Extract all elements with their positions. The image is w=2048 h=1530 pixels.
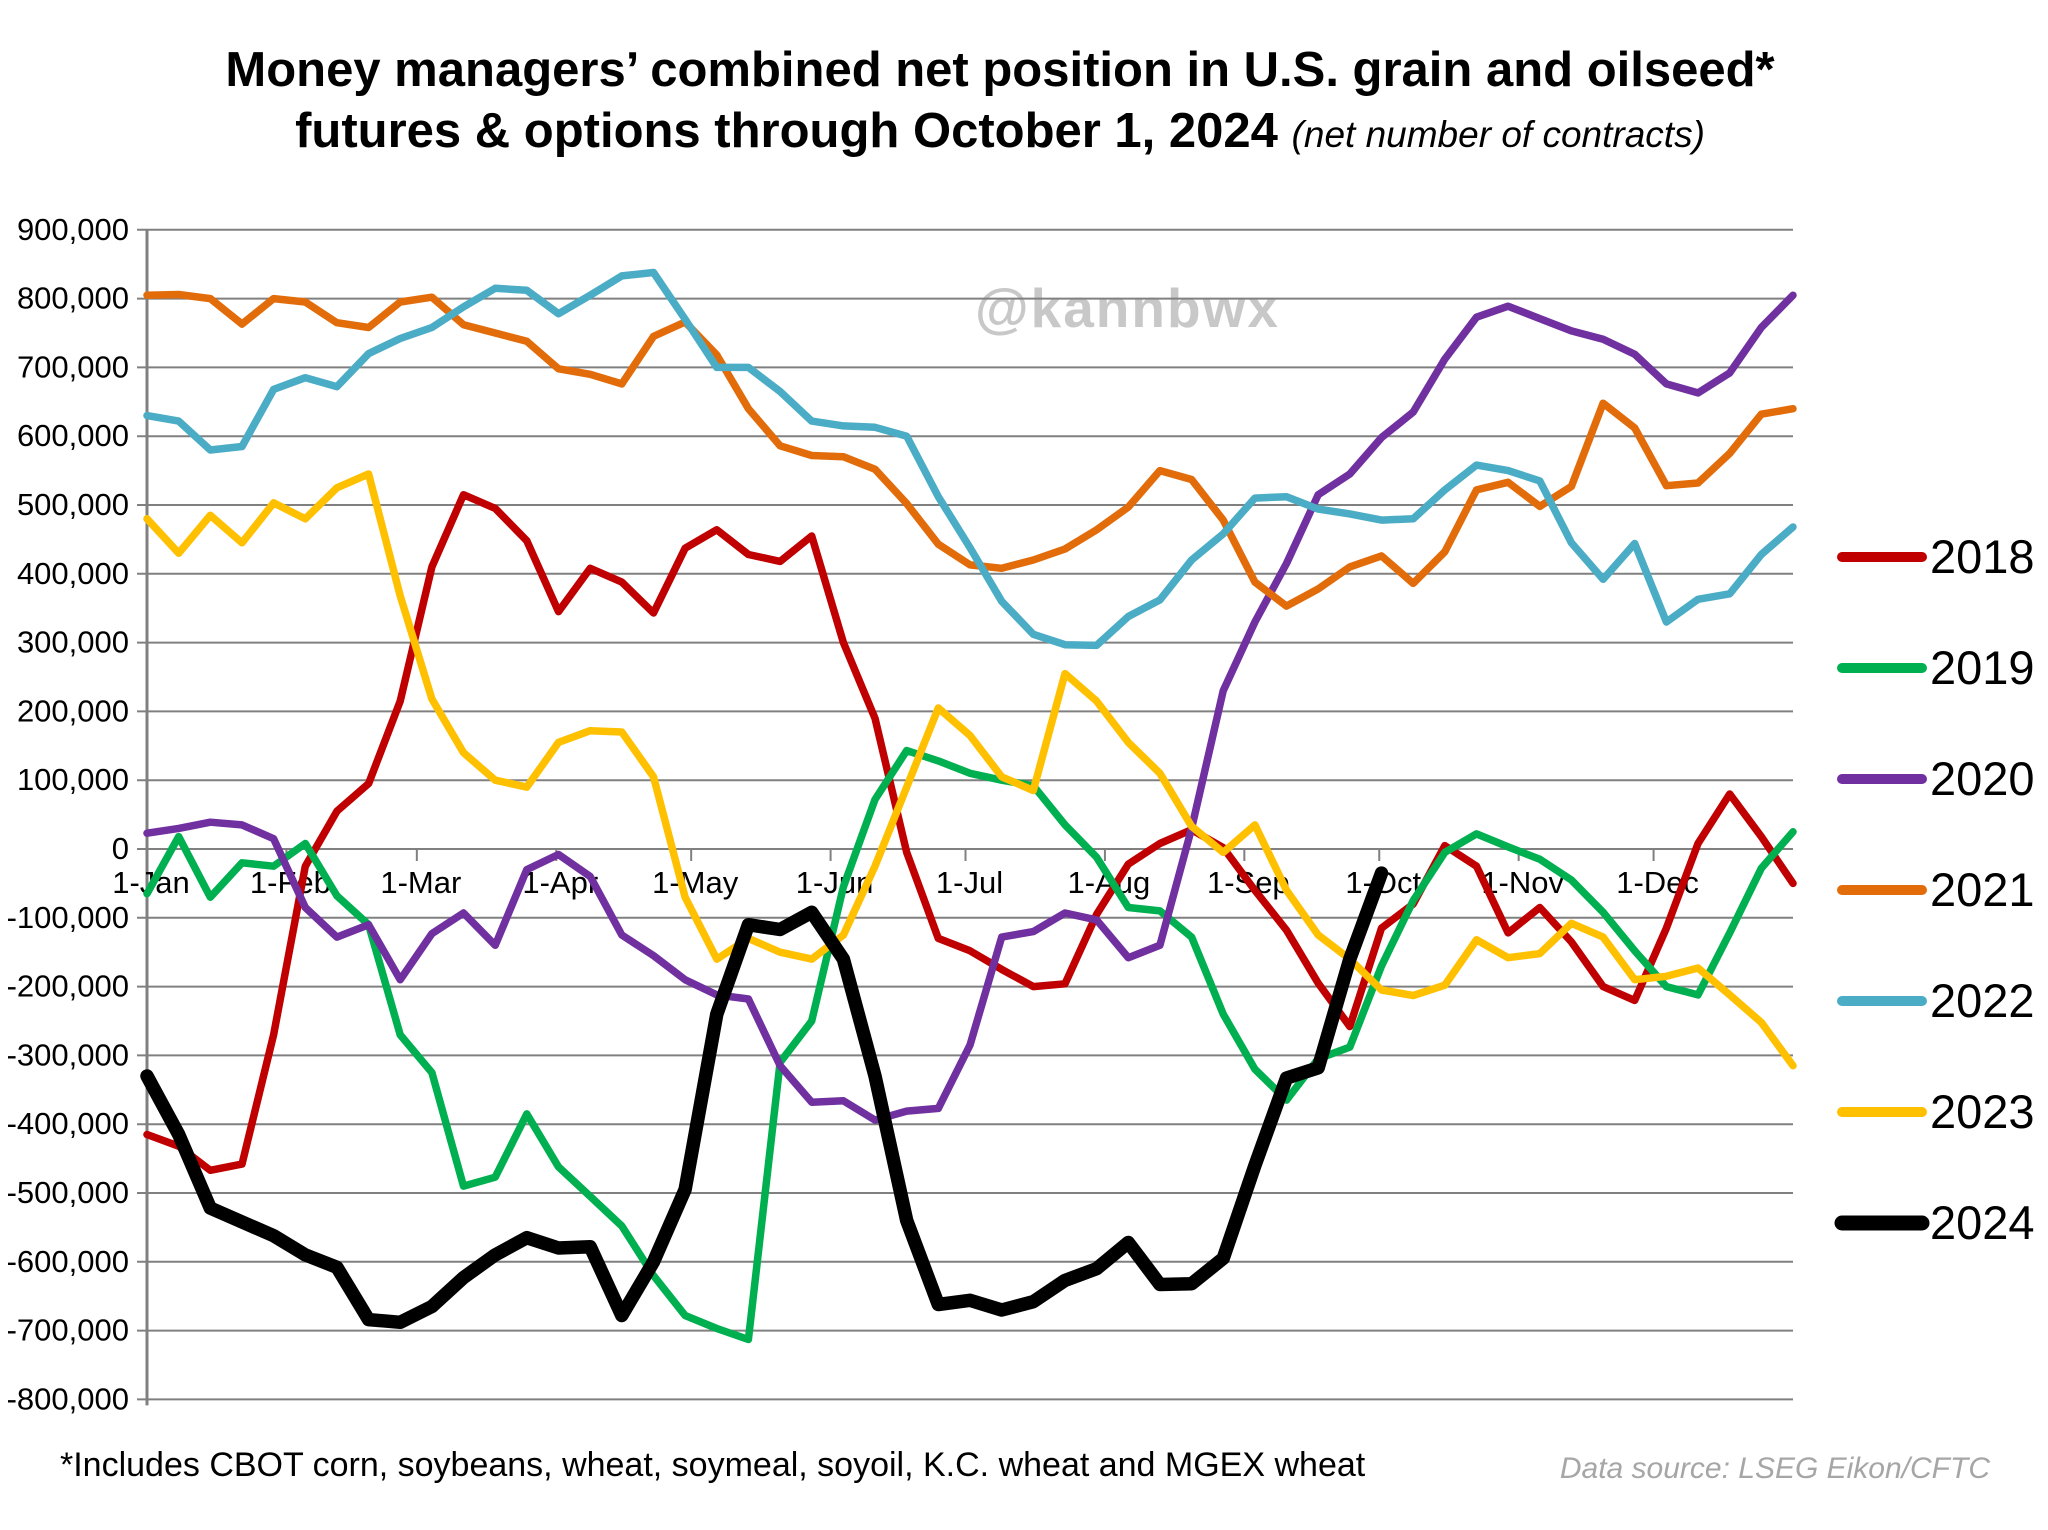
legend-label-2023: 2023 [1930, 1085, 2035, 1138]
chart-title-line2-text: futures & options through October 1, 202… [295, 104, 1278, 159]
y-axis-label: 100,000 [17, 762, 129, 797]
legend-label-2018: 2018 [1930, 530, 2035, 583]
y-axis-label: -400,000 [7, 1106, 129, 1141]
x-axis-labels: 1-Jan 1-Feb 1-Mar 1-Apr 1-May 1-Jun 1-Jul 1-Aug… [112, 849, 1699, 900]
data-source: Data source: LSEG Eikon/CFTC [1559, 1452, 1990, 1485]
y-axis-label: 400,000 [17, 556, 129, 591]
y-axis-label: 700,000 [17, 349, 129, 384]
series-line-2020 [143, 291, 1797, 1124]
series-line-2022 [143, 268, 1797, 650]
y-axis-label: 300,000 [17, 625, 129, 660]
legend-label-2022: 2022 [1930, 974, 2035, 1027]
y-axis-label: 500,000 [17, 487, 129, 522]
x-axis-label: 1-Jul [936, 865, 1003, 900]
y-axis-label: -700,000 [7, 1313, 129, 1348]
legend-label-2019: 2019 [1930, 641, 2035, 694]
legend: 2018 2019 2020 2021 2022 2023 2024 [1834, 530, 2035, 1249]
x-axis-label: 1-Mar [380, 865, 461, 900]
series-line-2024 [140, 866, 1389, 1330]
series-line-2018 [143, 490, 1797, 1175]
series-line-2019 [143, 746, 1797, 1344]
y-axis-label: -200,000 [7, 969, 129, 1004]
series-line-2023 [143, 470, 1797, 1070]
series-line-2021 [143, 290, 1797, 610]
legend-label-2020: 2020 [1930, 752, 2035, 805]
chart-title: Money managers’ combined net position in… [90, 40, 1910, 163]
gridlines [137, 228, 1793, 1401]
footnote: *Includes CBOT corn, soybeans, wheat, so… [60, 1446, 1366, 1484]
chart-title-note: (net number of contracts) [1291, 114, 1705, 156]
y-axis-label: 200,000 [17, 693, 129, 728]
y-axis-labels: 900,000 800,000 700,000 600,000 500,000 400,0… [7, 212, 129, 1417]
y-axis-label: 800,000 [17, 281, 129, 316]
y-axis-label: -600,000 [7, 1244, 129, 1279]
x-axis-label: 1-May [652, 865, 739, 900]
legend-label-2024: 2024 [1930, 1196, 2035, 1249]
y-axis-label: -800,000 [7, 1381, 129, 1416]
chart-title-line2: futures & options through October 1, 202… [90, 101, 1910, 162]
chart-title-line1: Money managers’ combined net position in… [225, 43, 1775, 97]
legend-label-2021: 2021 [1930, 863, 2035, 916]
y-axis-label: -100,000 [7, 900, 129, 935]
y-axis-label: -500,000 [7, 1175, 129, 1210]
y-axis-label: 600,000 [17, 418, 129, 453]
watermark: @kannbwx [975, 277, 1280, 339]
y-axis-label: 0 [112, 831, 129, 866]
y-axis-label: 900,000 [17, 212, 129, 247]
y-axis-label: -300,000 [7, 1037, 129, 1072]
